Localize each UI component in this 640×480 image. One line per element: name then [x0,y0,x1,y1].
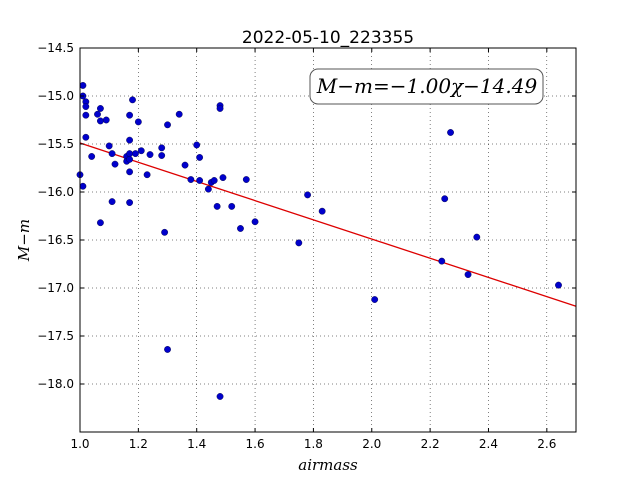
y-tick-label: −16.5 [37,233,74,247]
data-point [228,202,236,210]
data-point [371,296,379,303]
y-tick-label: −17.0 [37,281,74,295]
data-point [196,154,204,161]
data-point [129,96,136,104]
data-point [105,142,113,150]
data-point [82,103,90,110]
data-point [473,233,481,241]
data-point [137,147,145,155]
data-point [97,117,104,125]
x-axis-label: airmass [298,456,358,474]
data-point [158,152,166,159]
data-point [132,150,139,158]
y-tick-label: −16.0 [37,185,74,199]
data-point [111,160,119,168]
data-point [97,105,104,112]
data-point [181,161,189,169]
fit-line [79,142,577,307]
x-tick-label: 1.4 [187,437,206,451]
data-point [464,271,472,278]
data-point [213,202,221,210]
data-point [126,155,134,163]
grid [80,48,576,432]
data-point [102,116,110,124]
data-point [216,393,224,400]
y-tick-label: −17.5 [37,329,74,343]
data-point [82,111,90,119]
data-point [237,225,244,232]
data-point [164,346,171,353]
x-tick-label: 1.2 [129,437,148,451]
data-point [97,219,104,227]
data-point [175,110,183,118]
data-point [210,177,218,184]
data-point [193,141,201,149]
data-point [108,198,116,206]
data-point [126,168,134,176]
data-point [251,218,259,226]
x-tick-label: 1.8 [304,437,323,451]
y-axis-label: M−m [15,219,33,262]
data-point [242,176,250,183]
data-points [76,82,562,400]
data-point [134,118,142,126]
data-point [295,239,303,247]
data-point [219,174,227,182]
y-tick-label: −15.5 [37,137,74,151]
data-point [126,136,134,144]
chart-title: 2022-05-10_223355 [242,28,414,48]
y-ticks: −14.5 −15.0 −15.5 −16.0 −16.5 −17.0 −17.5 −18.0 [37,41,576,391]
data-point [143,171,151,179]
data-point [304,191,311,199]
data-point [161,228,169,236]
data-point [555,281,562,289]
y-tick-label: −14.5 [37,41,74,55]
x-tick-label: 2.6 [537,437,556,451]
data-point [79,182,87,190]
y-tick-label: −15.0 [37,89,74,103]
data-point [79,82,87,89]
annotation-text: M−m=−1.00χ−14.49 [316,74,538,98]
data-point [438,257,446,265]
x-tick-label: 2.2 [421,437,440,451]
data-point [108,150,116,158]
x-tick-label: 1.0 [70,437,89,451]
data-point [94,110,101,118]
fit-line-group [79,142,577,307]
x-ticks: 1.0 1.2 1.4 1.6 1.8 2.0 2.2 2.4 2.6 [70,48,556,451]
fit-annotation: M−m=−1.00χ−14.49 [309,68,544,105]
data-point [158,144,166,152]
data-point [88,153,96,160]
data-point [216,105,224,112]
x-tick-label: 2.0 [362,437,381,451]
data-point [447,129,454,136]
data-point [196,177,204,184]
x-tick-label: 2.4 [479,437,498,451]
data-point [126,150,134,158]
annotation-box [309,68,544,105]
data-point [318,207,326,215]
data-point [441,195,449,203]
data-point [126,199,134,206]
data-point [126,111,134,119]
data-point [187,176,195,183]
y-tick-label: −18.0 [37,377,74,391]
data-point [146,151,154,158]
data-point [82,133,90,141]
data-point [204,185,212,193]
data-point [164,121,171,129]
x-tick-label: 1.6 [246,437,265,451]
